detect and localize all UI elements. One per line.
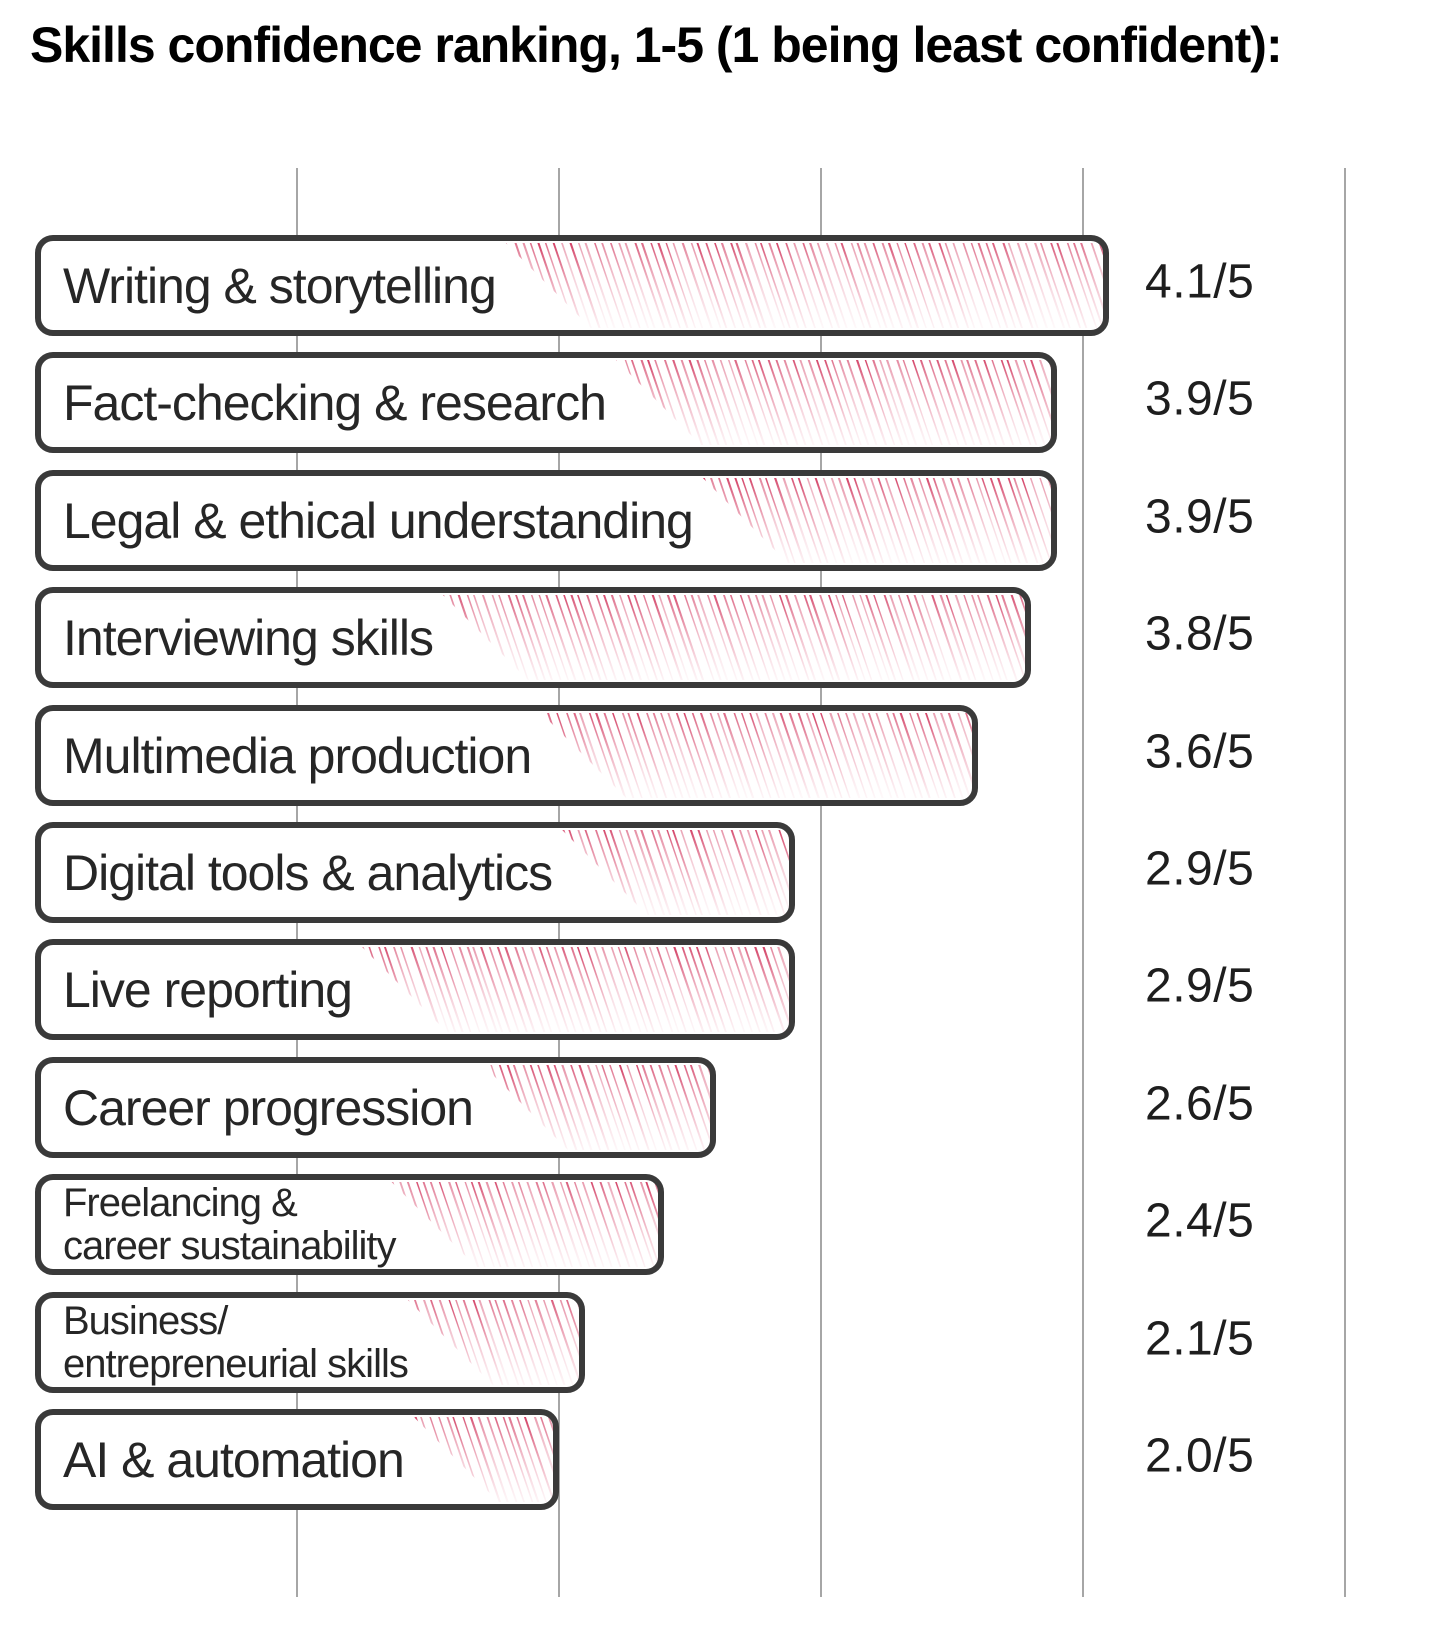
gridline [1344, 168, 1346, 1597]
bar-label: Digital tools & analytics [63, 844, 553, 901]
bar-label: AI & automation [63, 1431, 405, 1488]
score-label: 2.6/5 [1145, 1077, 1255, 1130]
bar: Legal & ethical understanding [35, 470, 1057, 571]
bar: Multimedia production [35, 705, 978, 806]
score-label: 3.9/5 [1145, 490, 1255, 543]
bar: Business/ entrepreneurial skills [35, 1292, 585, 1393]
bar: Freelancing & career sustainability [35, 1174, 664, 1275]
bar-label: Legal & ethical understanding [63, 492, 694, 549]
score-label: 3.8/5 [1145, 607, 1255, 660]
bar: Fact-checking & research [35, 352, 1057, 453]
gridline [820, 168, 822, 1597]
bar: Interviewing skills [35, 587, 1031, 688]
bar-label: Writing & storytelling [63, 257, 497, 314]
score-label: 2.9/5 [1145, 842, 1255, 895]
bar-label: Business/ entrepreneurial skills [63, 1298, 409, 1386]
bar-label: Fact-checking & research [63, 374, 607, 431]
score-label: 2.0/5 [1145, 1429, 1255, 1482]
score-label: 4.1/5 [1145, 255, 1255, 308]
score-label: 2.9/5 [1145, 959, 1255, 1012]
bar: AI & automation [35, 1409, 559, 1510]
bar-label: Freelancing & career sustainability [63, 1180, 396, 1268]
bar-label: Career progression [63, 1079, 474, 1136]
score-label: 2.4/5 [1145, 1194, 1255, 1247]
page-title: Skills confidence ranking, 1-5 (1 being … [30, 17, 1283, 73]
score-label: 2.1/5 [1145, 1312, 1255, 1365]
bar-label: Live reporting [63, 961, 353, 1018]
bar: Live reporting [35, 939, 795, 1040]
bar-label: Multimedia production [63, 727, 532, 784]
gridline [1082, 168, 1084, 1597]
bar-label: Interviewing skills [63, 609, 434, 666]
score-label: 3.6/5 [1145, 725, 1255, 778]
bar: Career progression [35, 1057, 716, 1158]
score-label: 3.9/5 [1145, 372, 1255, 425]
bar: Writing & storytelling [35, 235, 1109, 336]
bar: Digital tools & analytics [35, 822, 795, 923]
